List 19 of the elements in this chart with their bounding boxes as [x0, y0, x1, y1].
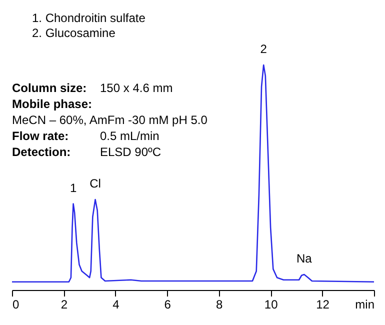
x-tick-label: 12 — [316, 298, 330, 312]
x-tick-label: 0 — [12, 298, 20, 312]
text: 1. Chondroitin sulfate — [32, 11, 146, 25]
annotation: Cl — [90, 176, 101, 191]
annotation: Column size: 150 x 4.6 mm — [12, 81, 173, 95]
x-tick-label: 8 — [216, 298, 224, 312]
annotation: Mobile phase: — [12, 97, 92, 111]
x-tick-label: 6 — [164, 298, 172, 312]
annotation: MeCN – 60%, AmFm -30 mM pH 5.0 — [12, 113, 208, 127]
text: Detection: ELSD 90ºC — [12, 145, 162, 159]
x-tick-label: 2 — [60, 298, 68, 312]
x-tick-label: 10 — [264, 298, 278, 312]
annotation: Na — [296, 251, 312, 266]
annotation: 2 — [260, 42, 268, 56]
x-tick-label: 4 — [112, 298, 120, 312]
annotation: 1 — [70, 180, 77, 195]
text: Flow rate: 0.5 mL/min — [12, 129, 160, 143]
x-tick-label: min — [355, 298, 374, 312]
text: 2. Glucosamine — [32, 26, 116, 40]
